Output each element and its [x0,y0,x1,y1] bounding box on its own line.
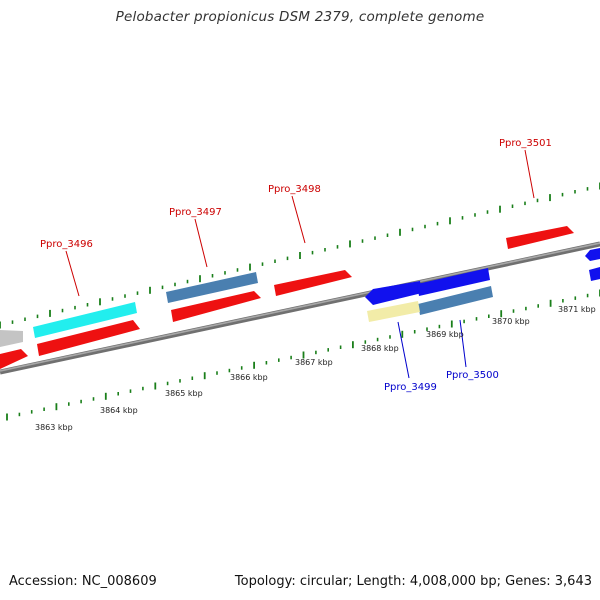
scale-label: 3867 kbp [295,358,333,367]
scale-label: 3869 kbp [426,330,464,339]
gene-ppro-3496[interactable] [37,320,140,356]
inner-tick-track [6,289,600,421]
gene-ppro-3498[interactable] [274,270,352,296]
gene-cyan[interactable] [33,302,137,338]
gene-blue-edge-2[interactable] [589,267,600,281]
gene-ppro-3500[interactable] [417,268,490,296]
gene-ppro-3497[interactable] [171,291,261,322]
gene-steel-1[interactable] [166,272,258,303]
scale-label: 3865 kbp [165,389,203,398]
gene-label[interactable]: Ppro_3498 [268,184,321,195]
outer-tick-track [0,182,600,329]
gene-label[interactable]: Ppro_3496 [40,239,93,250]
forward-strand-features [0,226,574,347]
genome-summary-text: Topology: circular; Length: 4,008,000 bp… [234,574,592,589]
gene-yellow[interactable] [367,301,420,322]
accession-text: Accession: NC_008609 [9,574,157,589]
scale-label: 3870 kbp [492,317,530,326]
lower-row-features [0,248,600,369]
gene-red-edge[interactable] [0,349,28,369]
gene-label[interactable]: Ppro_3500 [446,370,499,381]
gene-label[interactable]: Ppro_3501 [499,138,552,149]
gene-callouts [65,149,535,379]
gene-ppro-3501[interactable] [506,226,574,249]
gene-label[interactable]: Ppro_3497 [169,207,222,218]
gene-ppro-3499[interactable] [365,281,422,305]
scale-label: 3871 kbp [558,305,596,314]
scale-label: 3863 kbp [35,423,73,432]
scale-label: 3868 kbp [361,344,399,353]
gene-gray[interactable] [0,330,23,347]
scale-labels: 3863 kbp 3864 kbp 3865 kbp 3866 kbp 3867… [35,305,596,432]
backbone [0,241,600,375]
scale-label: 3866 kbp [230,373,268,382]
gene-label[interactable]: Ppro_3499 [384,382,437,393]
map-title: Pelobacter propionicus DSM 2379, complet… [115,9,485,25]
gene-steel-2[interactable] [418,286,493,315]
gene-blue-edge-1[interactable] [585,248,600,261]
scale-label: 3864 kbp [100,406,138,415]
gene-labels: Ppro_3496 Ppro_3497 Ppro_3498 Ppro_3501 … [40,138,552,393]
